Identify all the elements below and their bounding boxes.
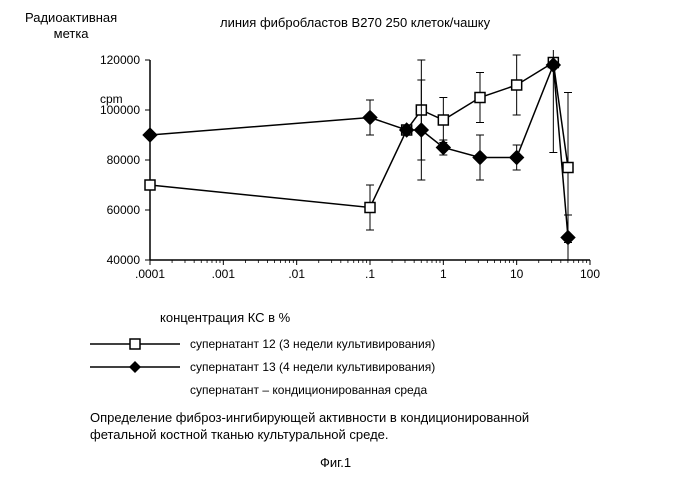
- caption-line1: Определение фиброз-ингибирующей активнос…: [90, 410, 529, 427]
- figure-label: Фиг.1: [320, 455, 351, 470]
- legend-row-s12: супернатант 12 (3 недели культивирования…: [90, 335, 435, 353]
- legend-row-s13: супернатант 13 (4 недели культивирования…: [90, 358, 435, 376]
- svg-text:cpm: cpm: [100, 92, 123, 106]
- caption-line2: фетальной костной тканью культуральной с…: [90, 427, 529, 444]
- caption: Определение фиброз-ингибирующей активнос…: [90, 410, 529, 444]
- header-left-line1: Радиоактивная: [25, 10, 117, 26]
- legend-row-note: супернатант – кондиционированная среда: [90, 381, 435, 399]
- header-left-line2: метка: [25, 26, 117, 42]
- svg-text:40000: 40000: [107, 253, 141, 267]
- svg-text:.1: .1: [365, 267, 375, 281]
- header-right: линия фибробластов B270 250 клеток/чашку: [220, 15, 490, 30]
- legend-text-note: супернатант – кондиционированная среда: [190, 383, 427, 397]
- x-axis-label: концентрация КС в %: [160, 310, 290, 325]
- legend-text-s13: супернатант 13 (4 недели культивирования…: [190, 360, 435, 374]
- legend-symbol-s13: [90, 360, 180, 374]
- chart-svg: 400006000080000100000120000cpm.0001.001.…: [70, 50, 610, 290]
- svg-text:60000: 60000: [107, 203, 141, 217]
- svg-text:.01: .01: [288, 267, 305, 281]
- svg-text:.001: .001: [212, 267, 236, 281]
- svg-text:1: 1: [440, 267, 447, 281]
- legend: супернатант 12 (3 недели культивирования…: [90, 335, 435, 404]
- legend-text-s12: супернатант 12 (3 недели культивирования…: [190, 337, 435, 351]
- svg-text:10: 10: [510, 267, 524, 281]
- svg-text:.0001: .0001: [135, 267, 165, 281]
- header-left: Радиоактивная метка: [25, 10, 117, 41]
- svg-text:120000: 120000: [100, 53, 140, 67]
- legend-symbol-s12: [90, 337, 180, 351]
- svg-text:100: 100: [580, 267, 600, 281]
- svg-text:80000: 80000: [107, 153, 141, 167]
